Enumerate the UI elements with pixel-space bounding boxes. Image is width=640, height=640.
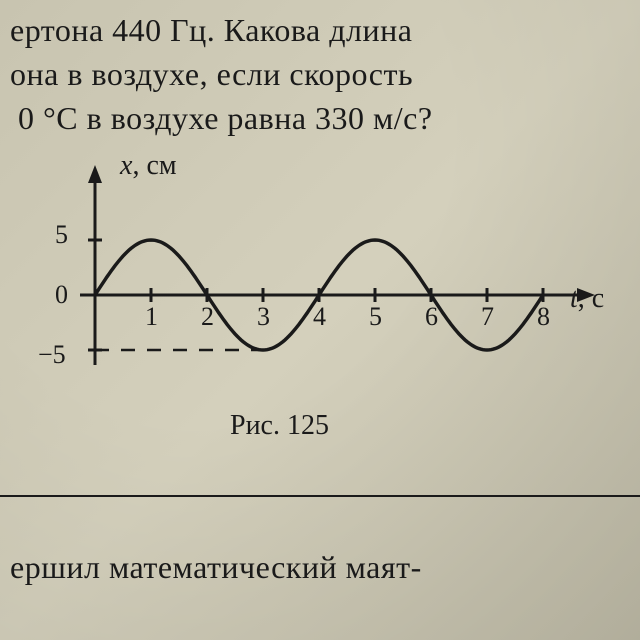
figure-caption: Рис. 125 xyxy=(230,410,329,442)
problem-text-line3: 0 °C в воздухе равна 330 м/с? xyxy=(0,96,640,141)
y-tick-label-0: 0 xyxy=(55,280,68,310)
x-label-5: 5 xyxy=(369,302,382,331)
chart: 1 2 3 4 5 6 7 8 x, см t, с 5 0 −5 Рис. 1… xyxy=(30,155,610,435)
x-label-8: 8 xyxy=(537,302,550,331)
next-problem-line2 xyxy=(10,590,640,635)
x-label-3: 3 xyxy=(257,302,270,331)
y-axis-label: x, см xyxy=(120,150,177,182)
section-divider xyxy=(0,495,640,497)
x-axis-label: t, с xyxy=(570,283,604,315)
chart-svg: 1 2 3 4 5 6 7 8 xyxy=(30,155,610,435)
problem-text-line2: она в воздухе, если скорость xyxy=(0,52,640,97)
y-axis-unit: , см xyxy=(132,150,176,181)
y-axis-arrow xyxy=(88,165,102,183)
next-problem-line1: ершил математический маят- xyxy=(10,545,640,590)
y-tick-label-neg5: −5 xyxy=(38,340,66,370)
x-label-4: 4 xyxy=(313,302,326,331)
x-label-7: 7 xyxy=(481,302,494,331)
x-label-2: 2 xyxy=(201,302,214,331)
x-axis-unit: , с xyxy=(578,283,604,314)
y-tick-label-5: 5 xyxy=(55,220,68,250)
problem-text-line1: ертона 440 Гц. Какова длина xyxy=(0,8,640,53)
page: ертона 440 Гц. Какова длина она в воздух… xyxy=(0,0,640,640)
x-axis-var: t xyxy=(570,283,578,314)
x-label-6: 6 xyxy=(425,302,438,331)
x-label-1: 1 xyxy=(145,302,158,331)
y-axis-var: x xyxy=(120,150,132,181)
